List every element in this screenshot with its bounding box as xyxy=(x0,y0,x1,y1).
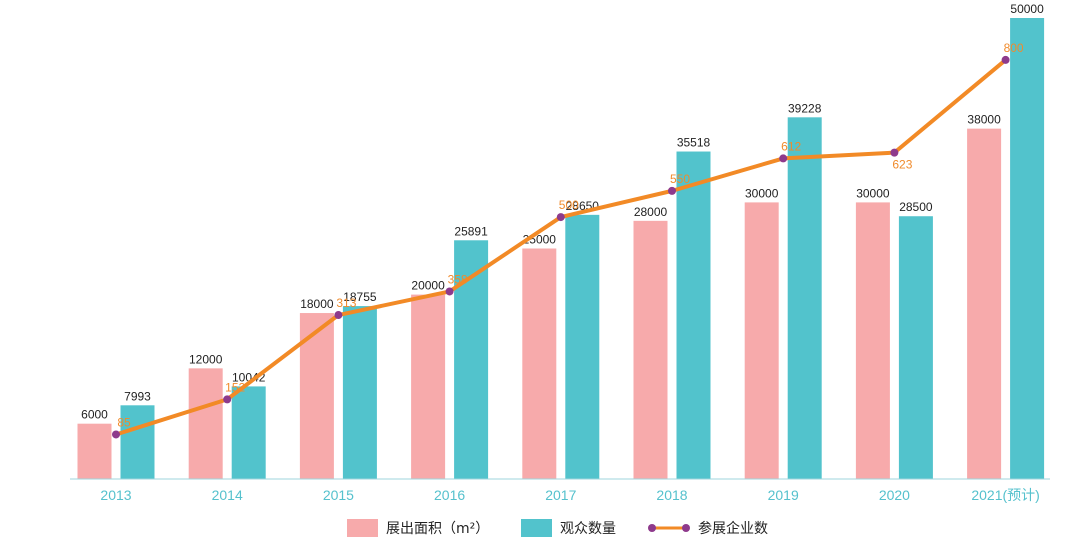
bar-area-6 xyxy=(744,202,779,479)
legend-swatch-area xyxy=(347,519,378,537)
x-tick-label-0: 2013 xyxy=(100,487,131,503)
bar-area-label-2: 18000 xyxy=(300,297,334,311)
bar-visitors-label-7: 28500 xyxy=(899,200,933,214)
exhibitors-point-label-4: 500 xyxy=(559,198,579,212)
bar-visitors-4 xyxy=(565,214,600,480)
x-tick-label-7: 2020 xyxy=(879,487,910,503)
bar-visitors-1 xyxy=(231,386,266,479)
line-series-area xyxy=(112,55,1010,439)
legend-label-area: 展出面积（m²） xyxy=(386,521,489,537)
exhibitors-point-2 xyxy=(334,311,343,320)
bar-area-3 xyxy=(411,294,446,479)
legend-swatch-exhibitors-marker-right xyxy=(682,524,690,532)
bar-visitors-label-1: 10042 xyxy=(232,370,266,384)
exhibitors-point-label-0: 85 xyxy=(117,415,131,429)
exhibitors-point-6 xyxy=(779,154,788,163)
legend: 展出面积（m²） 观众数量 参展企业数 xyxy=(347,519,768,537)
bar-visitors-label-8: 50000 xyxy=(1010,2,1044,16)
bar-visitors-5 xyxy=(676,151,711,479)
bar-visitors-7 xyxy=(898,216,933,480)
exhibitors-point-label-2: 313 xyxy=(336,296,356,310)
exhibitors-point-0 xyxy=(112,430,120,439)
bar-visitors-2 xyxy=(342,306,377,479)
bar-visitors-6 xyxy=(787,117,822,479)
bar-area-8 xyxy=(967,128,1002,479)
exhibitors-point-8 xyxy=(1001,55,1010,64)
bar-visitors-label-6: 39228 xyxy=(788,101,822,115)
bar-visitors-label-0: 7993 xyxy=(124,389,151,403)
legend-swatch-visitors xyxy=(521,519,552,537)
legend-item-visitors[interactable]: 观众数量 xyxy=(521,519,616,537)
exhibitors-point-label-6: 612 xyxy=(781,139,801,153)
exhibitors-point-label-5: 550 xyxy=(670,172,690,186)
bar-visitors-label-5: 35518 xyxy=(677,136,711,150)
line-value-labels: 85 152 313 358 500 550 612 623 800 xyxy=(117,41,1024,430)
bar-visitors-label-3: 25891 xyxy=(454,224,488,238)
exhibitors-point-label-8: 800 xyxy=(1004,41,1024,55)
bar-area-label-6: 30000 xyxy=(745,186,779,200)
bar-area-label-3: 20000 xyxy=(411,279,445,293)
bar-area-label-5: 28000 xyxy=(634,205,668,219)
bar-area-1 xyxy=(188,368,223,479)
bar-area-5 xyxy=(633,220,668,479)
bar-visitors-8 xyxy=(1010,18,1045,479)
legend-item-area[interactable]: 展出面积（m²） xyxy=(347,519,489,537)
exhibitors-point-label-1: 152 xyxy=(225,380,245,394)
x-tick-label-3: 2016 xyxy=(434,487,465,503)
exhibitors-point-label-7: 623 xyxy=(892,158,912,172)
exhibitors-point-label-3: 358 xyxy=(448,272,468,286)
exhibitors-point-4 xyxy=(556,213,565,222)
x-tick-label-5: 2018 xyxy=(656,487,687,503)
exhibitors-point-1 xyxy=(223,395,232,404)
legend-label-exhibitors: 参展企业数 xyxy=(698,520,768,537)
x-tick-label-4: 2017 xyxy=(545,487,576,503)
bar-area-label-1: 12000 xyxy=(189,352,223,366)
bar-area-label-8: 38000 xyxy=(967,113,1001,127)
x-tick-label-8: 2021(预计) xyxy=(971,487,1039,503)
x-tick-label-2: 2015 xyxy=(323,487,354,503)
legend-swatch-exhibitors-marker-left xyxy=(648,524,656,532)
bar-area-4 xyxy=(522,248,557,479)
bar-visitors-3 xyxy=(454,240,489,479)
x-axis-tick-labels: 2013 2014 2015 2016 2017 2018 2019 2020 2021(预计) xyxy=(100,487,1039,503)
bar-area-label-7: 30000 xyxy=(856,186,890,200)
bar-visitors-label-2: 18755 xyxy=(343,290,377,304)
legend-label-visitors: 观众数量 xyxy=(560,521,616,537)
exhibitors-point-5 xyxy=(668,186,676,195)
bar-area-7 xyxy=(855,202,890,479)
bar-area-label-0: 6000 xyxy=(81,408,108,422)
exhibitors-point-7 xyxy=(890,148,899,157)
exhibitors-point-3 xyxy=(445,287,454,296)
x-tick-label-6: 2019 xyxy=(768,487,799,503)
bar-area-0 xyxy=(77,423,112,479)
bar-series-area xyxy=(77,18,1045,480)
x-tick-label-1: 2014 xyxy=(212,487,243,503)
bar-visitors-0 xyxy=(120,405,155,479)
legend-item-exhibitors[interactable]: 参展企业数 xyxy=(648,520,768,537)
